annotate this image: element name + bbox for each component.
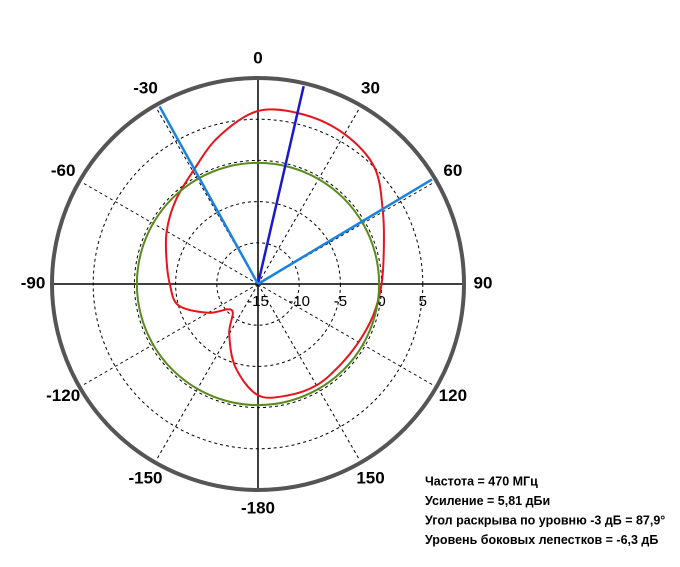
angle-label: -90 [21, 273, 46, 292]
radial-tick-label: 0 [377, 293, 385, 310]
grid-spoke [79, 180, 259, 285]
pattern-line [135, 161, 381, 407]
angle-label: 0 [253, 48, 262, 67]
radial-tick-label: -5 [334, 293, 347, 310]
pattern-line [164, 108, 385, 399]
direction-line [257, 178, 433, 286]
annotation: Угол раскрыва по уровню -3 дБ = 87,9° [425, 513, 665, 527]
grid-spoke [257, 283, 362, 463]
angle-label: -180 [241, 498, 275, 517]
grid-spoke [257, 283, 437, 388]
grid-spoke [154, 105, 259, 285]
angle-label: 60 [443, 161, 462, 180]
annotation: Частота = 470 МГц [425, 474, 538, 488]
radial-tick-label: 5 [419, 293, 427, 310]
angle-label: 120 [439, 386, 467, 405]
grid-spoke [257, 180, 437, 285]
angle-label: 30 [361, 79, 380, 98]
angle-label: -120 [46, 386, 80, 405]
angle-label: 90 [474, 273, 493, 292]
direction-line [256, 85, 305, 285]
angle-label: 150 [356, 468, 384, 487]
grid-spoke [79, 283, 259, 388]
angle-label: -60 [51, 161, 76, 180]
grid-spoke [257, 105, 362, 285]
annotation: Усиление = 5,81 дБи [425, 494, 550, 508]
radial-tick-label: -10 [288, 293, 310, 310]
direction-line [158, 105, 260, 285]
grid-spoke [154, 283, 259, 463]
outer-circle [50, 76, 466, 492]
angle-label: -150 [128, 468, 162, 487]
angle-label: -30 [133, 79, 158, 98]
radial-tick-label: -15 [247, 293, 269, 310]
annotation: Уровень боковых лепестков = -6,3 дБ [425, 533, 658, 547]
